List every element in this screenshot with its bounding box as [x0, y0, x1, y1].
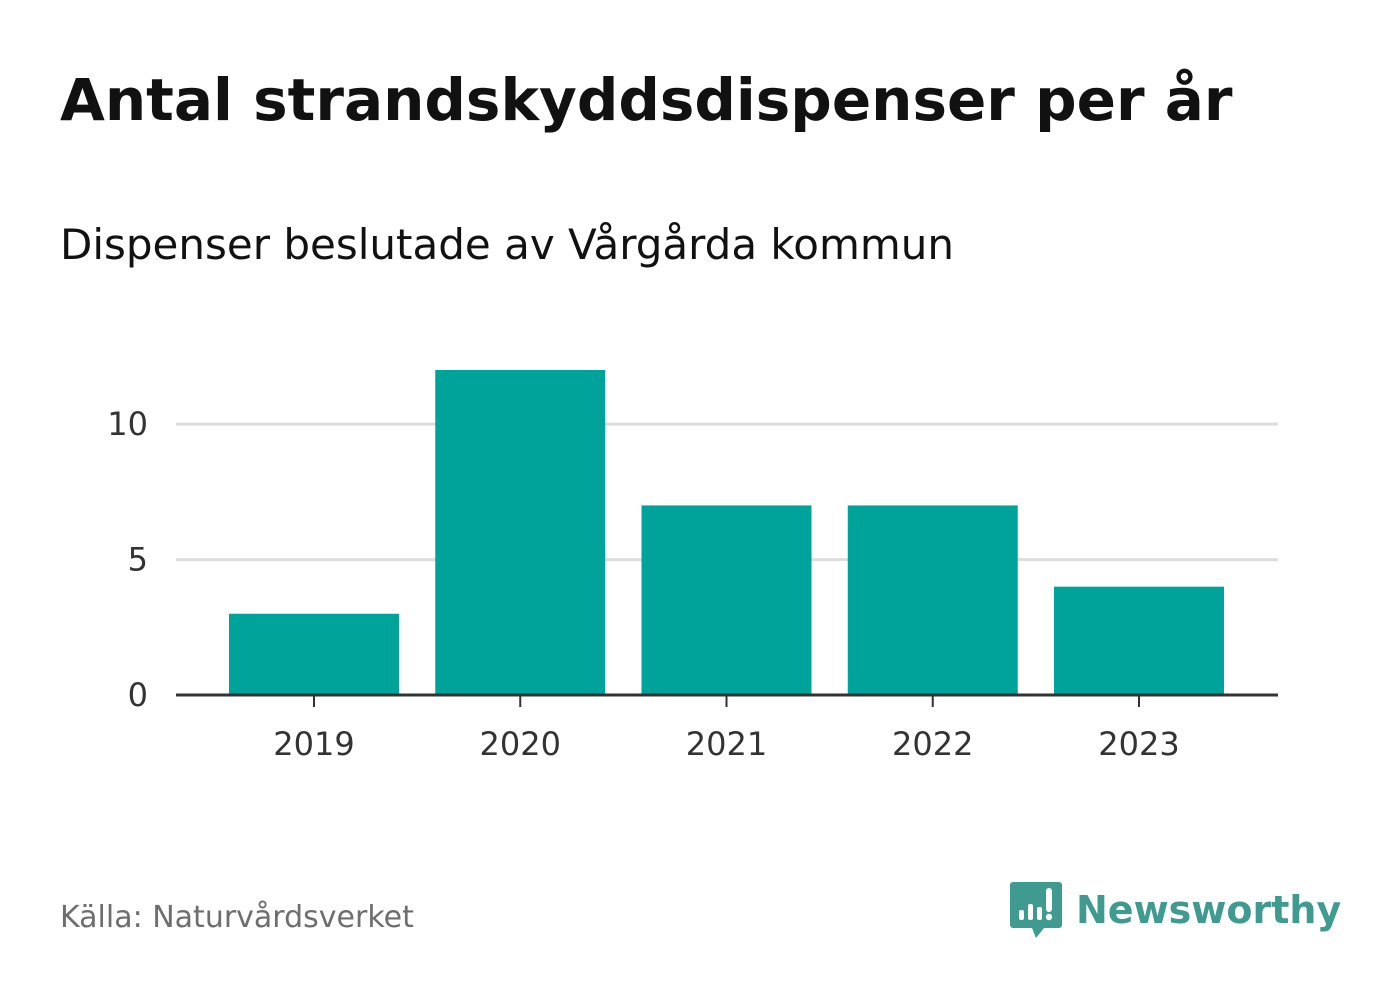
bar-2021: [641, 505, 812, 695]
y-tick-label: 10: [107, 405, 148, 443]
chart-subtitle: Dispenser beslutade av Vårgårda kommun: [60, 220, 955, 269]
y-tick-label: 0: [128, 676, 148, 714]
bar-2023: [1054, 586, 1224, 695]
source-note: Källa: Naturvårdsverket: [60, 900, 414, 935]
x-tick-label: 2022: [892, 725, 973, 763]
tick-labels: 0 5 10 2019 2020 2021 2022 2023: [107, 405, 1179, 763]
bars: [229, 370, 1224, 695]
axes: [176, 693, 1278, 707]
bar-2019: [229, 613, 399, 695]
newsworthy-logo-icon: [1010, 882, 1062, 938]
brand-name: Newsworthy: [1076, 888, 1342, 932]
x-tick-label: 2020: [480, 725, 561, 763]
x-tick-label: 2019: [273, 725, 354, 763]
x-tick-label: 2021: [686, 725, 767, 763]
brand-logo-group: Newsworthy: [1010, 880, 1341, 940]
chart-title: Antal strandskyddsdispenser per år: [60, 66, 1233, 134]
bar-2020: [435, 370, 606, 695]
x-tick-label: 2023: [1098, 725, 1179, 763]
bar-2022: [847, 505, 1018, 695]
y-tick-label: 5: [128, 541, 148, 579]
